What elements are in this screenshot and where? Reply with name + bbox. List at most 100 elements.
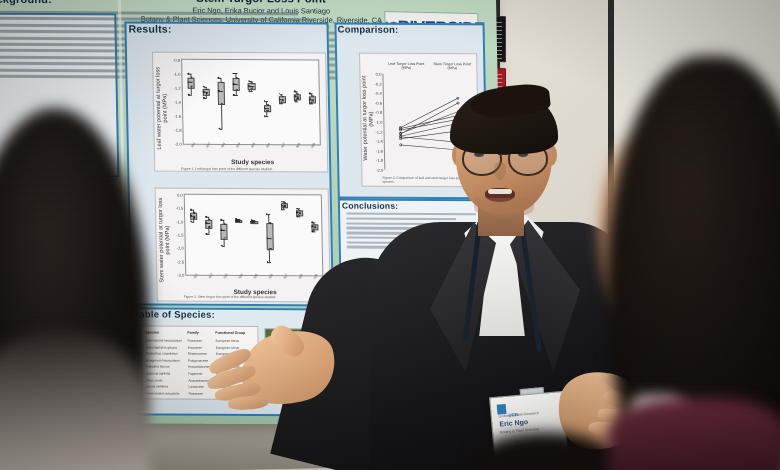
nose bbox=[494, 162, 506, 180]
x-axis-tick: sp6 bbox=[264, 141, 272, 149]
data-point bbox=[187, 81, 190, 83]
data-point bbox=[266, 104, 269, 106]
chin-shadow bbox=[474, 198, 534, 218]
boxplot-whisker bbox=[208, 226, 209, 234]
species-table-column-header: Functional Group bbox=[215, 330, 246, 335]
boxplot-whisker-cap bbox=[279, 103, 283, 105]
boxplot-whisker bbox=[268, 248, 270, 263]
species-table-cell: Polygonaceae bbox=[187, 358, 209, 363]
y-axis-tick: -1.0 bbox=[175, 219, 184, 225]
boxplot-whisker bbox=[223, 237, 225, 246]
data-point bbox=[220, 229, 223, 231]
boxplot-whisker bbox=[220, 103, 223, 129]
data-point bbox=[217, 77, 220, 79]
figure-3-col2-label: Stem Turgor Loss Point (MPa) bbox=[433, 62, 472, 71]
data-point bbox=[205, 215, 208, 218]
data-point bbox=[232, 72, 235, 75]
species-table-cell: Rosaceae bbox=[187, 338, 202, 343]
data-point bbox=[297, 97, 299, 99]
data-point bbox=[187, 72, 190, 75]
x-axis-tick: sp1 bbox=[189, 141, 196, 149]
species-table-cell: Salvia mellifera bbox=[146, 384, 169, 389]
figure-3-col1-label: Leaf Turgor Loss Point (MPa) bbox=[388, 61, 425, 71]
species-table-cell: Eriogonum fasciculatum bbox=[145, 358, 180, 363]
data-point bbox=[218, 89, 220, 92]
species-table-cell: Heteromeles arbutifolia bbox=[146, 391, 180, 396]
y-axis-tick: -0.5 bbox=[175, 205, 184, 212]
data-point bbox=[233, 94, 235, 96]
boxplot-whisker bbox=[190, 86, 192, 95]
y-axis-tick: -1.2 bbox=[173, 85, 181, 91]
data-point bbox=[281, 95, 284, 98]
data-point bbox=[311, 225, 314, 228]
figure-2-boxplot: Stem water potential at turgor loss poin… bbox=[154, 187, 331, 303]
x-axis-tick: sp4 bbox=[237, 272, 244, 280]
boxplot-box bbox=[217, 82, 226, 106]
y-axis-tick: -1.4 bbox=[173, 99, 182, 105]
data-point bbox=[267, 109, 269, 112]
data-point bbox=[187, 93, 190, 96]
data-point bbox=[248, 80, 250, 82]
data-point bbox=[269, 247, 272, 250]
teeth bbox=[488, 189, 512, 194]
species-table-cell: Malosma laurina bbox=[145, 364, 170, 369]
species-table-cell: Fagaceae bbox=[188, 371, 203, 376]
boxplot-whisker-cap bbox=[279, 93, 283, 95]
y-axis-tick: -1.6 bbox=[173, 113, 182, 119]
x-axis-tick: sp8 bbox=[297, 272, 305, 280]
comparison-heading: Comparison: bbox=[337, 24, 399, 36]
species-table-cell: Evergreen shrub bbox=[215, 345, 240, 350]
x-axis-tick: sp1 bbox=[191, 272, 199, 280]
y-axis-tick: -1.5 bbox=[176, 232, 184, 238]
data-point bbox=[248, 85, 250, 87]
x-axis-tick: sp4 bbox=[234, 141, 242, 149]
x-axis-tick: sp3 bbox=[222, 272, 229, 280]
slope-lines bbox=[399, 96, 461, 152]
x-axis-tick: sp7 bbox=[282, 272, 290, 280]
data-point bbox=[223, 222, 226, 225]
y-axis-tick: -3.0 bbox=[177, 272, 185, 278]
data-point bbox=[220, 219, 223, 221]
figure-3-slopechart: Water potential at turgor loss point (MP… bbox=[359, 52, 480, 188]
species-table-cell: Rosaceae bbox=[188, 391, 203, 396]
y-axis-tick: -1.8 bbox=[174, 127, 182, 133]
background-heading: Background: bbox=[0, 0, 52, 6]
x-axis-tick: sp8 bbox=[295, 142, 302, 149]
x-axis-tick: sp2 bbox=[204, 141, 211, 149]
data-point bbox=[235, 220, 238, 222]
data-point bbox=[311, 221, 313, 224]
figure-2-caption: Figure 2. Stem turgor loss point of the … bbox=[183, 294, 277, 300]
y-axis-tick: -1.0 bbox=[173, 71, 181, 77]
data-point bbox=[193, 216, 196, 219]
data-point bbox=[190, 208, 192, 211]
data-point bbox=[248, 90, 250, 92]
species-table-cell: Adenostoma fasciculatum bbox=[145, 338, 183, 343]
figure-1-boxplot: Leaf water potential at turgor loss poin… bbox=[151, 51, 329, 173]
figure-1-xlabel: Study species bbox=[231, 158, 275, 167]
data-point bbox=[308, 92, 311, 95]
x-axis-tick: sp2 bbox=[206, 272, 214, 280]
data-point bbox=[296, 211, 298, 214]
data-point bbox=[190, 214, 192, 217]
text-line bbox=[0, 10, 299, 16]
data-point bbox=[309, 102, 311, 105]
y-axis-tick: 0.0 bbox=[176, 192, 183, 198]
data-point bbox=[293, 90, 296, 92]
data-point bbox=[203, 96, 205, 99]
species-table-cell: Ericaceae bbox=[187, 345, 202, 350]
species-table-column-header: Family bbox=[187, 330, 199, 335]
species-table-cell: Rhamnaceae bbox=[187, 351, 207, 356]
badge-name-text: Eric Ngo bbox=[499, 419, 529, 429]
data-point bbox=[314, 223, 317, 226]
x-axis-tick: sp5 bbox=[252, 272, 259, 280]
data-point bbox=[250, 221, 253, 224]
species-table-cell: Ceanothus crassifolius bbox=[145, 351, 178, 356]
data-point bbox=[208, 226, 211, 228]
species-table-cell: Evergreen shrub bbox=[215, 338, 240, 343]
foreground-audience-right-shoulder bbox=[608, 398, 780, 470]
results-heading: Results: bbox=[128, 23, 172, 36]
figure-1-caption: Figure 1. Leaf turgor loss point of the … bbox=[181, 166, 273, 172]
data-point bbox=[295, 207, 298, 210]
x-axis-tick: sp5 bbox=[249, 141, 257, 149]
